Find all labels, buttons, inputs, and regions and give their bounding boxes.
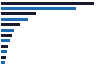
Bar [0,7,76,10]
Bar [0,39,10,42]
Bar [0,18,28,21]
Bar [0,34,12,37]
Bar [0,50,7,53]
Bar [0,23,20,26]
Bar [0,2,94,5]
Bar [0,12,36,15]
Bar [0,56,6,59]
Bar [0,29,14,32]
Bar [0,61,5,64]
Bar [0,66,1,69]
Bar [0,45,8,48]
